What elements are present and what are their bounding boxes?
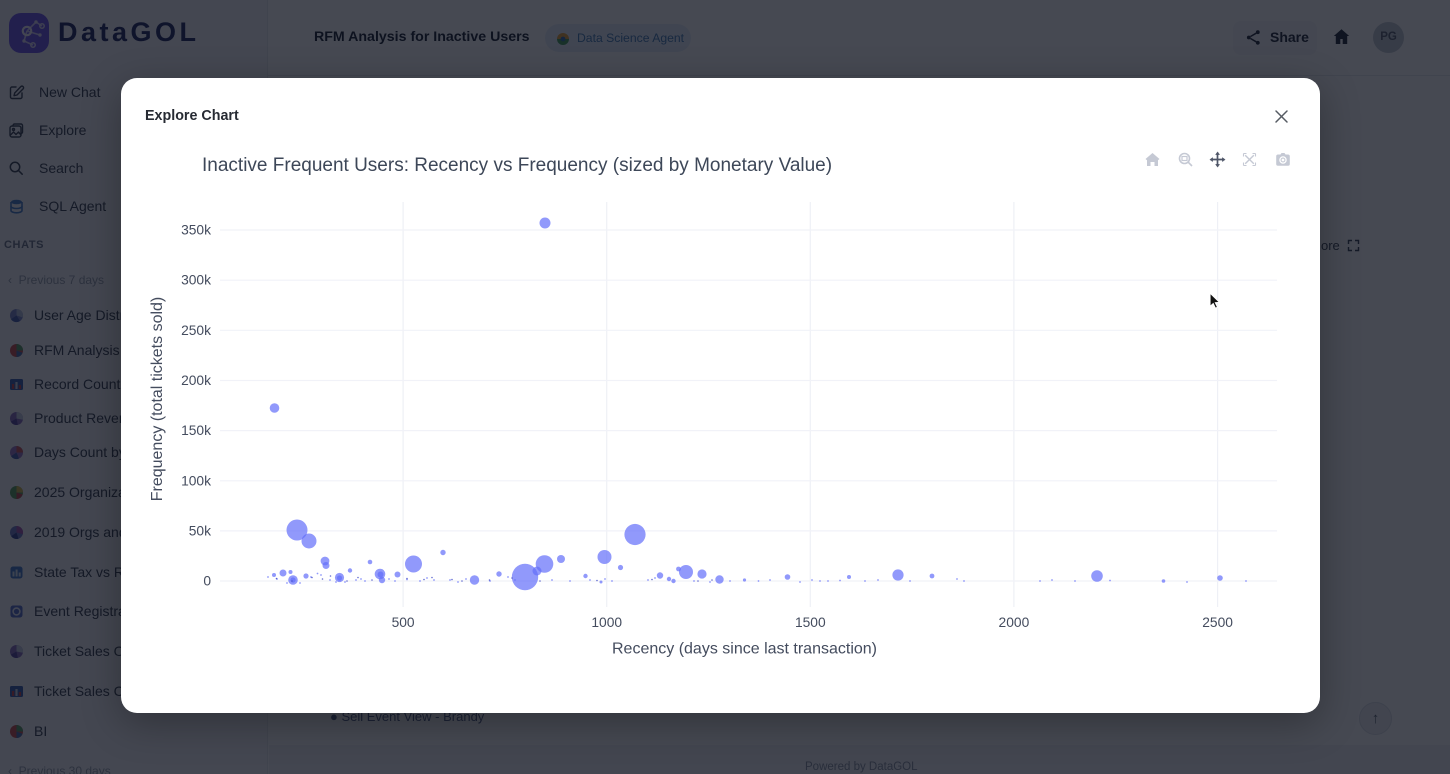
- svg-text:Recency (days since last trans: Recency (days since last transaction): [612, 641, 877, 658]
- svg-text:2000: 2000: [999, 615, 1030, 630]
- svg-text:Frequency (total tickets sold): Frequency (total tickets sold): [149, 297, 166, 502]
- svg-text:2500: 2500: [1202, 615, 1233, 630]
- svg-text:1500: 1500: [795, 615, 826, 630]
- svg-text:500: 500: [392, 615, 415, 630]
- svg-text:0: 0: [203, 574, 211, 589]
- svg-text:100k: 100k: [181, 473, 211, 488]
- svg-text:350k: 350k: [181, 223, 211, 238]
- svg-text:300k: 300k: [181, 273, 211, 288]
- svg-text:250k: 250k: [181, 323, 211, 338]
- svg-text:200k: 200k: [181, 373, 211, 388]
- svg-text:Inactive Frequent Users: Recen: Inactive Frequent Users: Recency vs Freq…: [202, 155, 832, 176]
- svg-text:1000: 1000: [591, 615, 622, 630]
- svg-text:150k: 150k: [181, 423, 211, 438]
- svg-text:50k: 50k: [189, 523, 211, 538]
